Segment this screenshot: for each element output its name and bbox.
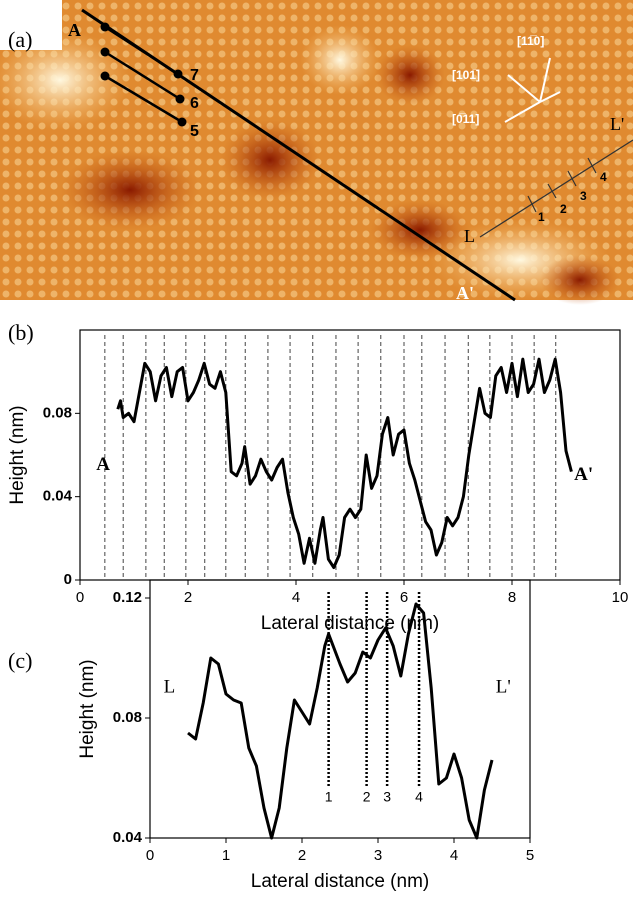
row-label: 5 — [190, 123, 199, 140]
row-label: 6 — [190, 95, 199, 112]
x-tick-label: 4 — [292, 589, 300, 606]
site-label: 1 — [538, 210, 545, 224]
x-tick-label: 0 — [76, 589, 84, 606]
direction-label: [101̅] — [452, 68, 480, 82]
marker-label: 2 — [363, 789, 371, 805]
end-label: L' — [496, 676, 511, 697]
row-label: 7 — [190, 67, 199, 84]
x-tick-label: 10 — [612, 589, 629, 606]
x-axis-title: Lateral distance (nm) — [261, 613, 439, 634]
x-tick-label: 1 — [222, 847, 230, 864]
site-label: 2 — [560, 202, 567, 216]
marker-label: 4 — [415, 789, 423, 805]
y-axis-title: Height (nm) — [77, 659, 98, 758]
x-tick-label: 5 — [526, 847, 534, 864]
direction-label: [0̅11] — [452, 112, 479, 126]
marker-label: 1 — [325, 789, 333, 805]
y-tick-label: 0.12 — [113, 589, 142, 606]
direction-label: [11̅0] — [517, 34, 544, 48]
line-label: L — [464, 226, 475, 246]
x-tick-label: 4 — [450, 847, 458, 864]
data-line — [187, 602, 494, 840]
x-tick-label: 2 — [184, 589, 192, 606]
stm-image: (a) A A' 7 6 5 L L' 1 2 3 4 [11̅0] [101̅… — [0, 0, 633, 305]
y-axis-title: Height (nm) — [7, 405, 28, 504]
y-tick-label: 0 — [64, 571, 72, 588]
x-tick-label: 3 — [374, 847, 382, 864]
line-label: A' — [456, 283, 474, 303]
data-line — [116, 357, 573, 569]
y-tick-label: 0.08 — [43, 404, 72, 421]
end-label: A' — [574, 464, 593, 485]
x-axis-title: Lateral distance (nm) — [251, 871, 429, 892]
panel-label: (b) — [8, 320, 34, 345]
y-tick-label: 0.08 — [113, 709, 142, 726]
line-label: L' — [610, 114, 624, 134]
panel-label: (c) — [8, 648, 32, 673]
site-label: 4 — [600, 170, 607, 184]
line-label: A — [68, 20, 81, 40]
x-tick-label: 8 — [508, 589, 516, 606]
site-label: 3 — [580, 189, 587, 203]
y-tick-label: 0.04 — [113, 829, 143, 846]
panel-label: (a) — [8, 27, 32, 52]
y-tick-label: 0.04 — [43, 488, 73, 505]
end-label: L — [164, 676, 176, 697]
plot-frame — [149, 579, 531, 839]
x-tick-label: 6 — [400, 589, 408, 606]
x-tick-label: 0 — [146, 847, 154, 864]
end-label: A — [96, 454, 110, 475]
x-tick-label: 2 — [298, 847, 306, 864]
marker-label: 3 — [383, 789, 391, 805]
